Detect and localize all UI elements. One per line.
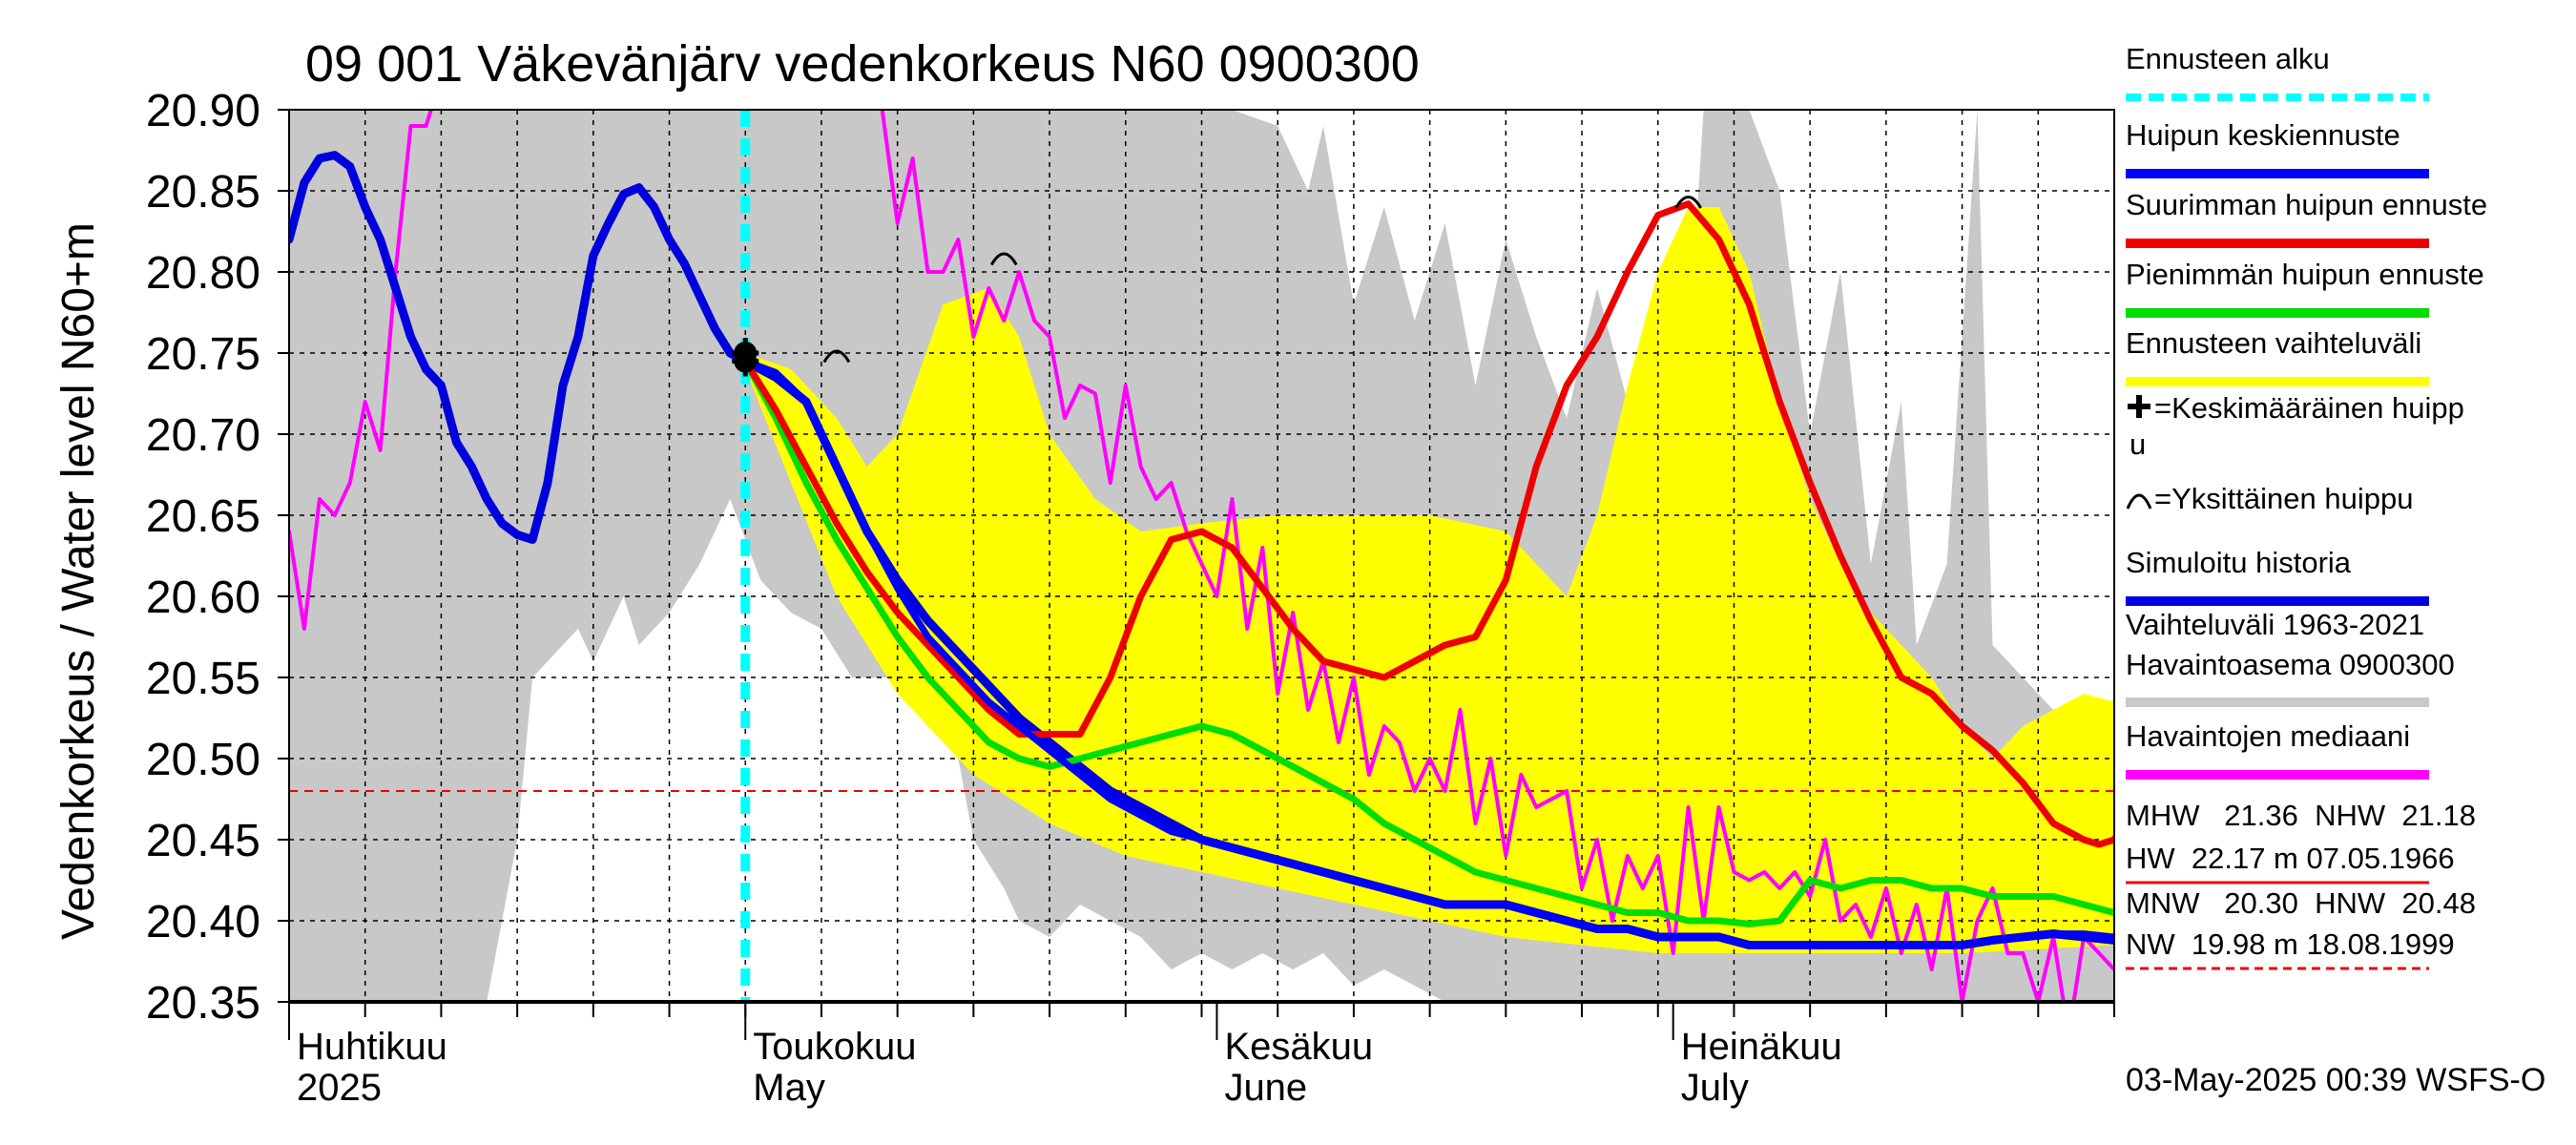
- forecast-range-band: [745, 207, 2114, 953]
- series-line: [289, 110, 2114, 1002]
- individual-peak-marker: [1674, 196, 1702, 209]
- y-tick-label: 20.60: [146, 572, 260, 623]
- individual-peak-marker: [822, 349, 851, 364]
- month-label-en: July: [1681, 1067, 1749, 1109]
- month-label-en: 2025: [297, 1067, 382, 1109]
- y-tick-label: 20.40: [146, 897, 260, 947]
- legend-label: =Yksittäinen huippu: [2154, 482, 2413, 515]
- y-tick-label: 20.85: [146, 167, 260, 218]
- y-tick-label: 20.90: [146, 86, 260, 136]
- month-label-fi: Kesäkuu: [1224, 1026, 1373, 1068]
- legend-label: Vaihteluväli 1963-2021: [2126, 608, 2424, 641]
- month-label-en: June: [1224, 1067, 1307, 1109]
- y-axis-label: Vedenkorkeus / Water level N60+m: [53, 222, 104, 940]
- individual-peak-marker: [989, 252, 1018, 266]
- legend-label: Simuloitu historia: [2126, 546, 2352, 579]
- stat-line: MNW 20.30 HNW 20.48: [2126, 886, 2476, 920]
- y-tick-label: 20.35: [146, 978, 260, 1029]
- y-tick-label: 20.70: [146, 410, 260, 461]
- y-tick-label: 20.65: [146, 491, 260, 542]
- month-label-fi: Toukokuu: [753, 1026, 916, 1068]
- series-lines: [289, 110, 2114, 1002]
- legend-label-cont: Havaintoasema 0900300: [2126, 648, 2455, 681]
- timestamp-footer: 03-May-2025 00:39 WSFS-O: [2126, 1062, 2545, 1098]
- y-tick-label: 20.55: [146, 654, 260, 704]
- month-label-fi: Heinäkuu: [1681, 1026, 1842, 1068]
- legend: Ennusteen alku Huipun keskiennuste Suurimm…: [2126, 42, 2487, 780]
- legend-label: Suurimman huipun ennuste: [2126, 188, 2487, 221]
- y-tick-label: 20.75: [146, 329, 260, 380]
- legend-label: =Keskimääräinen huipp: [2154, 391, 2464, 425]
- legend-label: Pienimmän huipun ennuste: [2126, 258, 2484, 291]
- y-axis-ticks: 20.35 20.40 20.45 20.50 20.55 20.60 20.65 20.70…: [146, 86, 289, 1029]
- legend-label-cont: u: [2129, 427, 2146, 461]
- month-label-fi: Huhtikuu: [297, 1026, 447, 1068]
- stat-line: NW 19.98 m 18.08.1999: [2126, 927, 2455, 961]
- legend-plus-icon: [2128, 395, 2150, 418]
- stat-line: MHW 21.36 NHW 21.18: [2126, 799, 2476, 832]
- peak-markers: [732, 196, 1702, 377]
- grid-lines: [289, 110, 2114, 1002]
- month-label-en: May: [753, 1067, 825, 1109]
- statistics-box: MHW 21.36 NHW 21.18 HW 22.17 m 07.05.1966…: [2126, 799, 2476, 970]
- legend-label: Huipun keskiennuste: [2126, 118, 2400, 152]
- series-line: [741, 358, 2114, 927]
- legend-label: Havaintojen mediaani: [2126, 719, 2410, 753]
- stat-line: HW 22.17 m 07.05.1966: [2126, 842, 2455, 875]
- y-tick-label: 20.50: [146, 735, 260, 785]
- series-line: [741, 358, 2114, 948]
- legend-label: Ennusteen alku: [2126, 42, 2330, 75]
- y-tick-label: 20.45: [146, 816, 260, 866]
- chart-title: 09 001 Väkevänjärv vedenkorkeus N60 0900…: [305, 35, 1420, 93]
- legend-arc-icon: [2126, 493, 2152, 510]
- legend-label: Ennusteen vaihteluväli: [2126, 326, 2421, 360]
- mean-peak-cross: [732, 345, 759, 377]
- y-tick-label: 20.80: [146, 248, 260, 299]
- series-line: [741, 200, 2114, 848]
